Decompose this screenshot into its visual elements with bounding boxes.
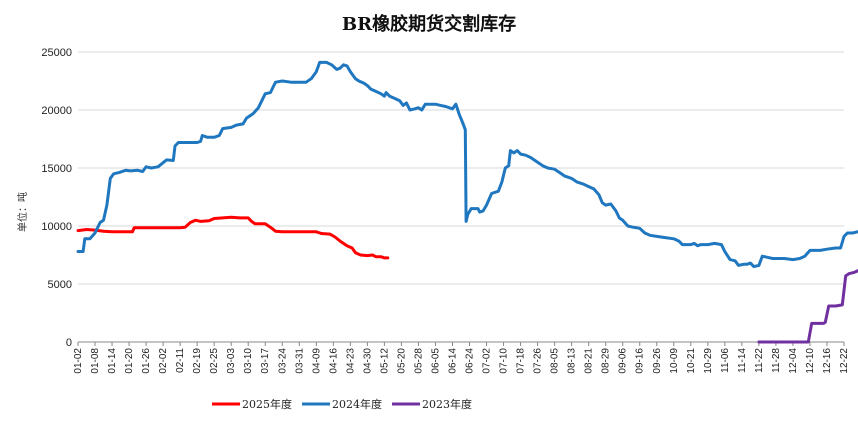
y-tick-label: 20000 <box>41 105 72 117</box>
x-tick-label: 04-16 <box>328 348 339 374</box>
y-tick-label: 5000 <box>48 279 72 291</box>
x-tick-label: 04-30 <box>362 348 373 374</box>
x-tick-label: 10-29 <box>703 348 714 374</box>
x-tick-label: 03-03 <box>226 348 237 374</box>
x-tick-label: 01-14 <box>107 348 118 374</box>
x-tick-label: 08-05 <box>550 348 561 374</box>
x-tick-label: 04-23 <box>345 348 356 374</box>
x-tick-label: 07-10 <box>499 348 510 374</box>
y-axis-label: 单位：吨 <box>16 192 29 232</box>
y-axis-ticks: 0 5000 10000 15000 20000 25000 <box>41 47 72 349</box>
x-tick-label: 08-13 <box>567 348 578 374</box>
legend: 2025年度 2024年度 2023年度 <box>212 397 472 411</box>
x-tick-label: 03-24 <box>277 348 288 374</box>
x-tick-label: 05-12 <box>379 348 390 374</box>
x-tick-label: 06-14 <box>447 348 458 374</box>
x-tick-label: 09-16 <box>635 348 646 374</box>
x-tick-label: 03-31 <box>294 348 305 374</box>
series-line-2 <box>757 269 858 344</box>
x-tick-label: 08-21 <box>584 348 595 374</box>
gridlines <box>78 51 844 343</box>
x-tick-label: 02-19 <box>192 348 203 374</box>
x-tick-label: 03-17 <box>260 348 271 374</box>
x-axis-ticks: 01-02 01-08 01-14 01-20 01-26 02-02 02-11 02-19… <box>73 342 850 374</box>
y-tick-label: 10000 <box>41 221 72 233</box>
x-tick-label: 12-04 <box>788 348 799 374</box>
x-tick-label: 05-20 <box>396 348 407 374</box>
x-tick-label: 12-16 <box>822 348 833 374</box>
legend-label-1: 2024年度 <box>332 397 382 411</box>
x-tick-label: 11-22 <box>754 348 765 373</box>
y-tick-label: 15000 <box>41 163 72 175</box>
series-lines <box>76 60 858 344</box>
chart-title: BR橡胶期货交割库存 <box>342 13 516 35</box>
legend-label-2: 2023年度 <box>422 397 472 411</box>
x-tick-label: 02-25 <box>209 348 220 374</box>
x-tick-label: 12-22 <box>839 348 850 374</box>
x-tick-label: 10-09 <box>669 348 680 374</box>
series-line-0 <box>76 215 390 260</box>
x-tick-label: 05-28 <box>413 348 424 374</box>
x-tick-label: 03-10 <box>243 348 254 374</box>
x-tick-label: 01-20 <box>124 348 135 374</box>
x-tick-label: 07-26 <box>533 348 544 374</box>
x-tick-label: 07-02 <box>482 348 493 374</box>
x-tick-label: 07-18 <box>516 348 527 374</box>
x-tick-label: 11-14 <box>737 348 748 373</box>
y-tick-label: 25000 <box>41 47 72 59</box>
x-tick-label: 11-06 <box>720 348 731 373</box>
y-tick-label: 0 <box>66 337 72 349</box>
x-tick-label: 01-26 <box>141 348 152 374</box>
x-tick-label: 01-02 <box>73 348 84 374</box>
x-tick-label: 01-08 <box>90 348 101 374</box>
x-tick-label: 04-09 <box>311 348 322 374</box>
x-tick-label: 02-02 <box>158 348 169 374</box>
x-tick-label: 08-29 <box>601 348 612 374</box>
series-line-1 <box>76 60 858 269</box>
x-tick-label: 06-24 <box>465 348 476 374</box>
x-tick-label: 02-11 <box>175 348 186 373</box>
legend-label-0: 2025年度 <box>242 397 292 411</box>
x-tick-label: 06-05 <box>430 348 441 374</box>
x-tick-label: 12-10 <box>805 348 816 374</box>
x-tick-label: 09-06 <box>618 348 629 374</box>
x-tick-label: 10-21 <box>686 348 697 374</box>
x-tick-label: 09-26 <box>652 348 663 374</box>
x-tick-label: 11-28 <box>771 348 782 373</box>
